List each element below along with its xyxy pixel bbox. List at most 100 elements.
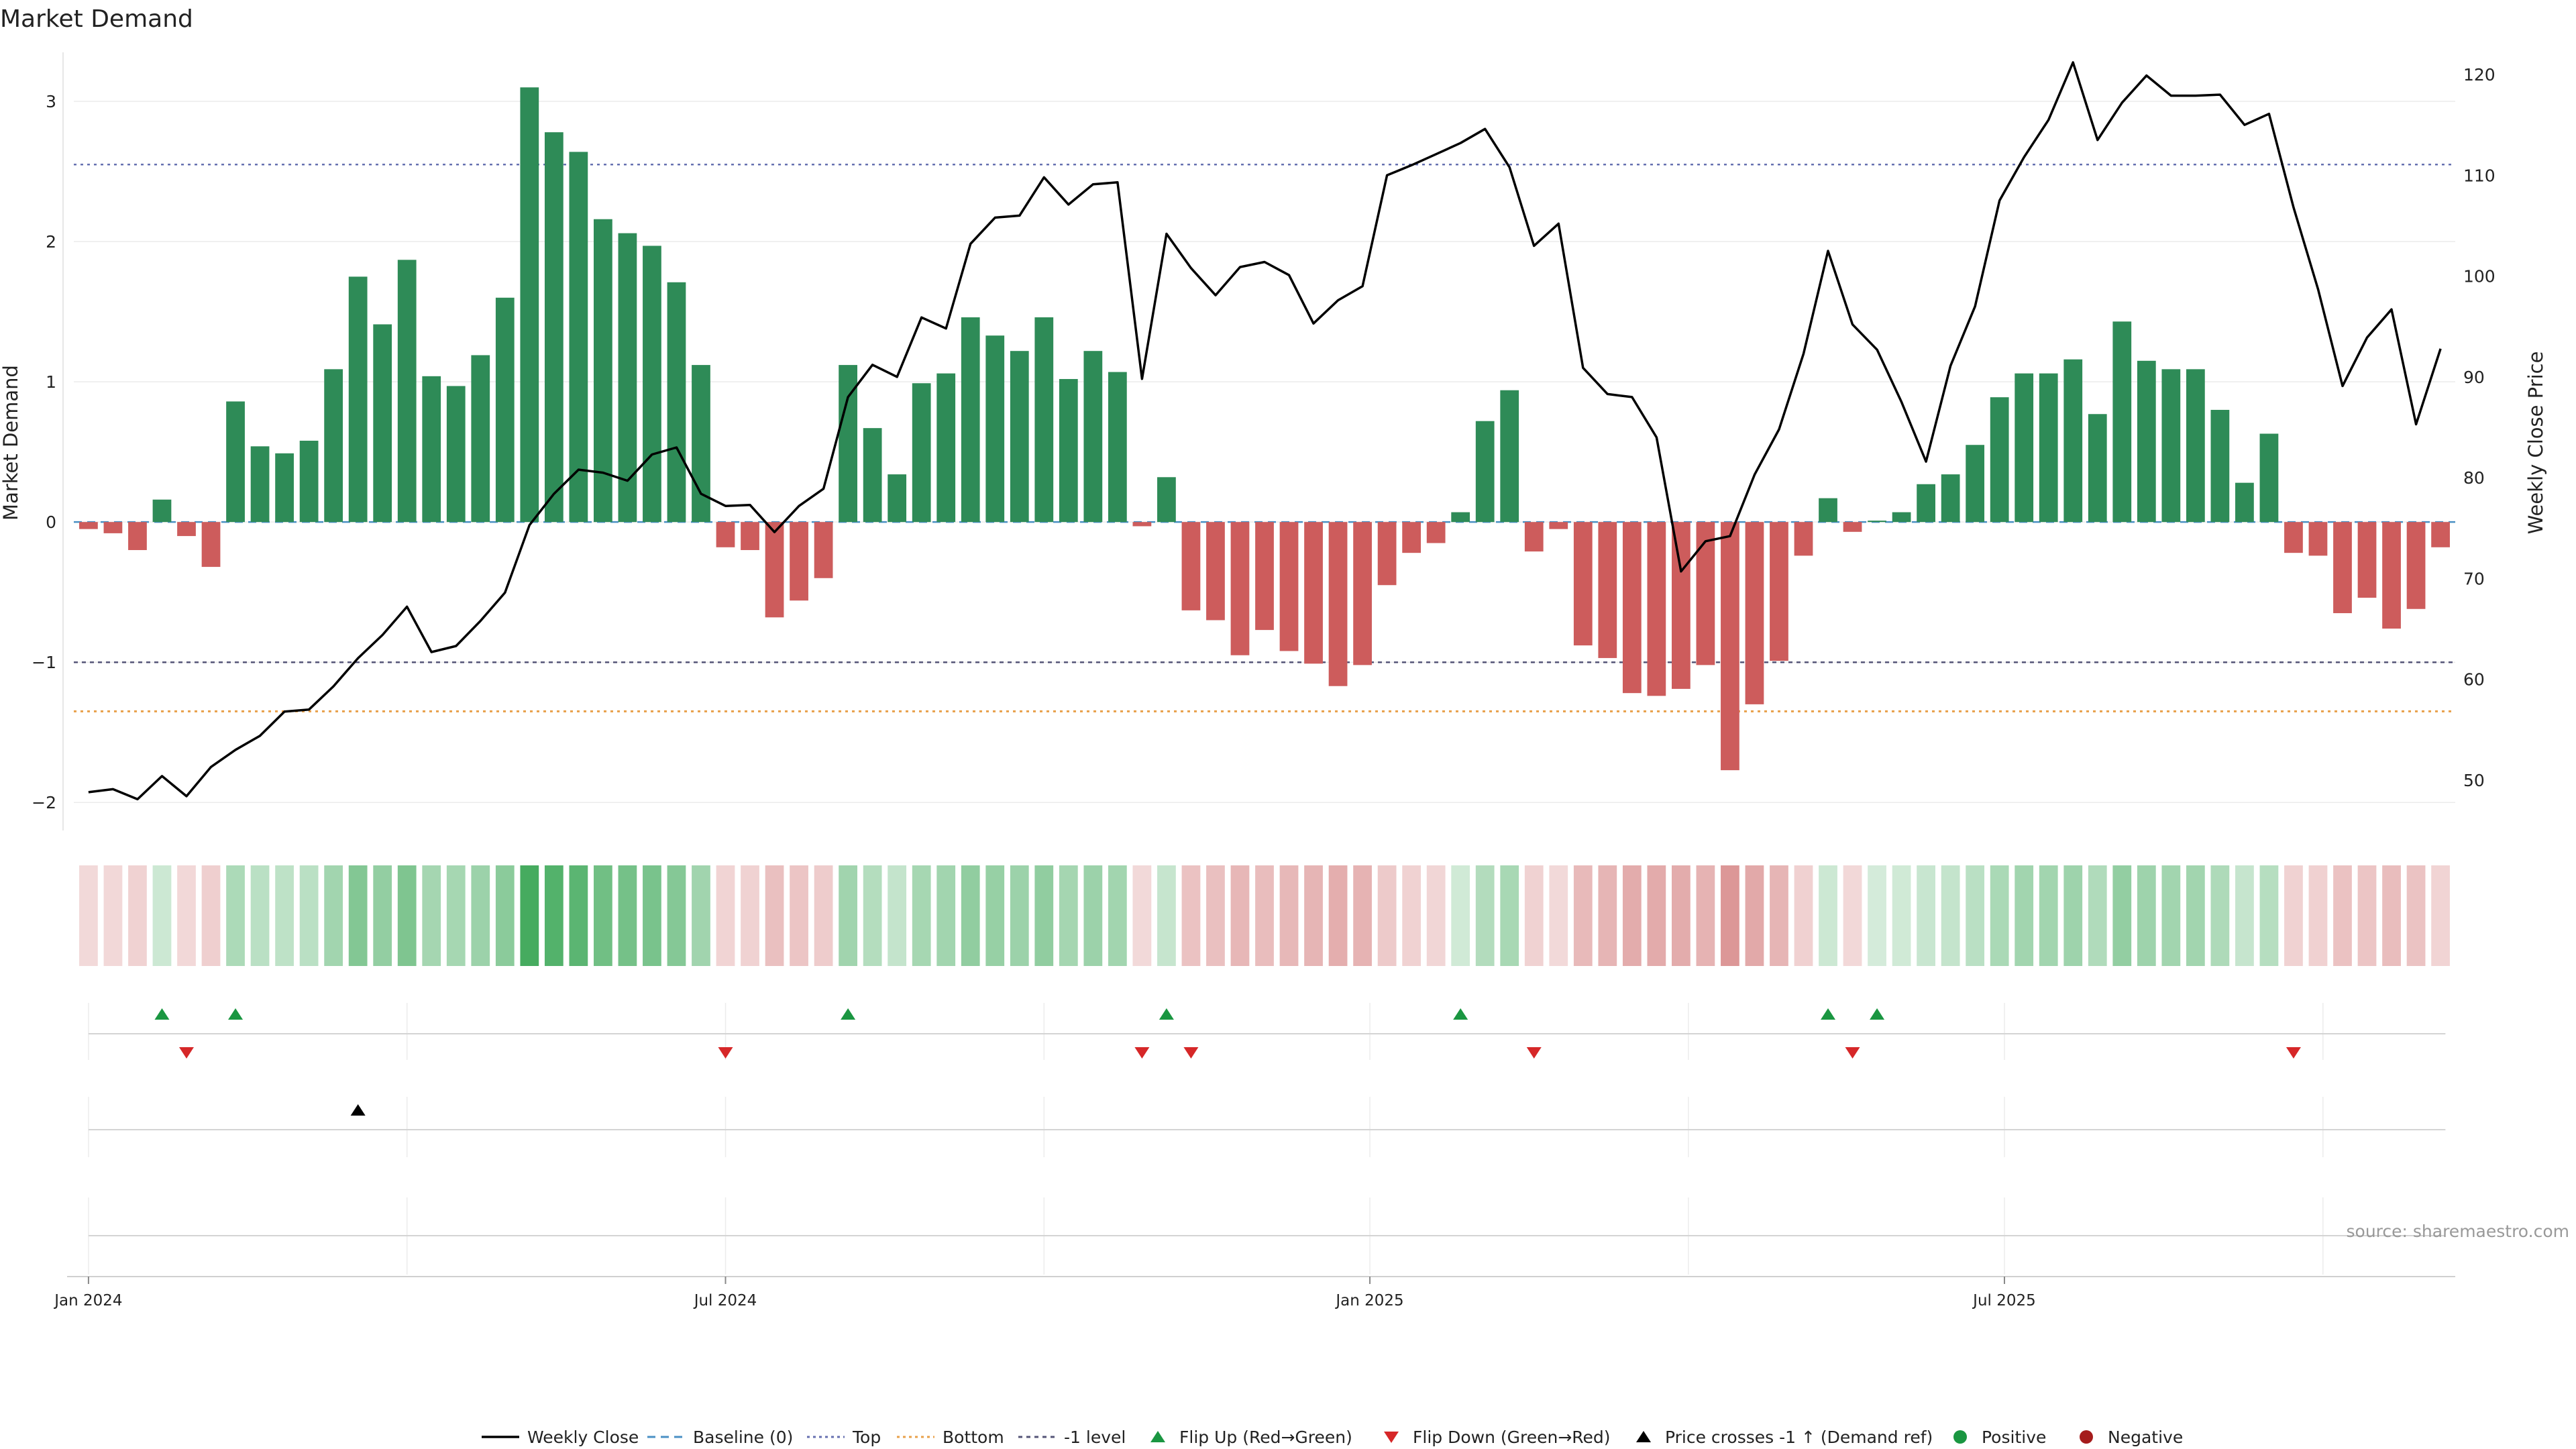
demand-bar — [936, 373, 956, 523]
demand-bar — [2112, 321, 2132, 523]
heat-cell — [1083, 865, 1103, 966]
heat-cell — [1794, 865, 1813, 966]
y-tick-labels: −2 −1 0 1 2 3 50 60 70 80 90 100 110 120 — [32, 65, 2496, 812]
demand-bar — [888, 474, 907, 523]
heat-cell — [1721, 865, 1739, 966]
heat-cell — [1132, 865, 1152, 966]
circle-icon — [2080, 1430, 2093, 1444]
demand-bar — [1573, 522, 1593, 646]
demand-bar — [250, 446, 270, 523]
heat-cell — [2088, 865, 2107, 966]
heat-cell — [1108, 865, 1127, 966]
heat-cell — [741, 865, 759, 966]
heat-cell — [912, 865, 931, 966]
legend-item: Price crosses -1 ↑ (Demand ref) — [1636, 1428, 1933, 1447]
demand-bar — [1622, 522, 1642, 694]
heat-cell — [814, 865, 833, 966]
demand-bar — [2308, 522, 2328, 556]
heat-cell — [2039, 865, 2058, 966]
heat-cell — [2284, 865, 2303, 966]
demand-bar — [2431, 522, 2450, 547]
demand-bar — [1892, 512, 1911, 523]
flip-up-marker — [1870, 1008, 1885, 1020]
demand-bar — [226, 401, 245, 523]
legend-label: Positive — [1982, 1428, 2046, 1447]
heat-cell — [1377, 865, 1397, 966]
heat-cell — [2235, 865, 2254, 966]
flip-down-marker — [718, 1047, 733, 1059]
heat-cell — [961, 865, 980, 966]
heat-cell — [324, 865, 343, 966]
demand-bar — [765, 522, 784, 618]
price-line-group — [88, 61, 2442, 801]
y2-tick-label: 120 — [2463, 65, 2496, 85]
heat-cell — [2210, 865, 2230, 966]
demand-bar — [1721, 522, 1739, 771]
demand-bar — [128, 522, 147, 550]
demand-bar — [2088, 414, 2107, 523]
heat-cell — [1206, 865, 1225, 966]
demand-bar — [716, 522, 735, 547]
heat-cell — [1304, 865, 1323, 966]
demand-bar — [667, 282, 686, 523]
demand-bar — [1696, 522, 1715, 665]
heat-cell — [520, 865, 539, 966]
heat-cell — [201, 865, 221, 966]
heat-cell — [79, 865, 98, 966]
heat-cell — [1475, 865, 1495, 966]
heat-cell — [1353, 865, 1372, 966]
heat-cell — [495, 865, 515, 966]
legend-label: Flip Down (Green→Red) — [1413, 1428, 1611, 1447]
heat-cell — [1500, 865, 1519, 966]
demand-bar — [1157, 477, 1176, 523]
heat-cell — [888, 865, 907, 966]
heat-cell — [1672, 865, 1690, 966]
legend-item: Flip Down (Green→Red) — [1384, 1428, 1611, 1447]
reference-lines — [74, 163, 2455, 712]
heat-cell — [618, 865, 637, 966]
heat-cell — [1819, 865, 1837, 966]
heat-cell — [985, 865, 1005, 966]
demand-heat-strip — [79, 865, 2450, 966]
date-tick-label: Jul 2025 — [1972, 1292, 2036, 1309]
triangle-up-icon — [1150, 1431, 1165, 1442]
y2-tick-label: 60 — [2463, 670, 2485, 690]
flip-down-marker — [1183, 1047, 1199, 1059]
demand-bar — [692, 365, 710, 523]
legend-item: Top — [807, 1428, 881, 1447]
demand-bar — [495, 297, 515, 523]
demand-bar — [1745, 522, 1764, 704]
flip-up-marker — [1453, 1008, 1468, 1020]
legend-label: Bottom — [943, 1428, 1004, 1447]
heat-cell — [226, 865, 245, 966]
demand-bar — [912, 383, 931, 523]
heat-cell — [1770, 865, 1788, 966]
date-tick-label: Jan 2025 — [1334, 1292, 1403, 1309]
demand-bar — [1377, 522, 1397, 586]
demand-bar — [1966, 445, 1985, 523]
flip-down-marker — [179, 1047, 195, 1059]
flip-down-marker — [2286, 1047, 2301, 1059]
y2-tick-label: 100 — [2463, 267, 2496, 286]
demand-bar — [1083, 351, 1103, 523]
heat-cell — [128, 865, 147, 966]
demand-bar — [2063, 359, 2083, 523]
heat-cell — [1181, 865, 1201, 966]
legend-label: -1 level — [1064, 1428, 1126, 1447]
demand-bar — [544, 132, 564, 523]
demand-bar — [1059, 378, 1078, 523]
demand-bar — [1868, 521, 1886, 523]
demand-bar — [422, 376, 441, 523]
heat-cell — [1966, 865, 1985, 966]
heat-cell — [544, 865, 564, 966]
heat-cell — [1402, 865, 1421, 966]
heat-cell — [1843, 865, 1862, 966]
demand-bar — [1132, 522, 1152, 527]
heat-cell — [667, 865, 686, 966]
heat-cell — [1990, 865, 2009, 966]
demand-bar — [79, 522, 98, 529]
demand-bar — [2235, 482, 2254, 523]
demand-bar — [1426, 522, 1446, 543]
heat-cell — [1549, 865, 1568, 966]
demand-bar — [103, 522, 123, 533]
